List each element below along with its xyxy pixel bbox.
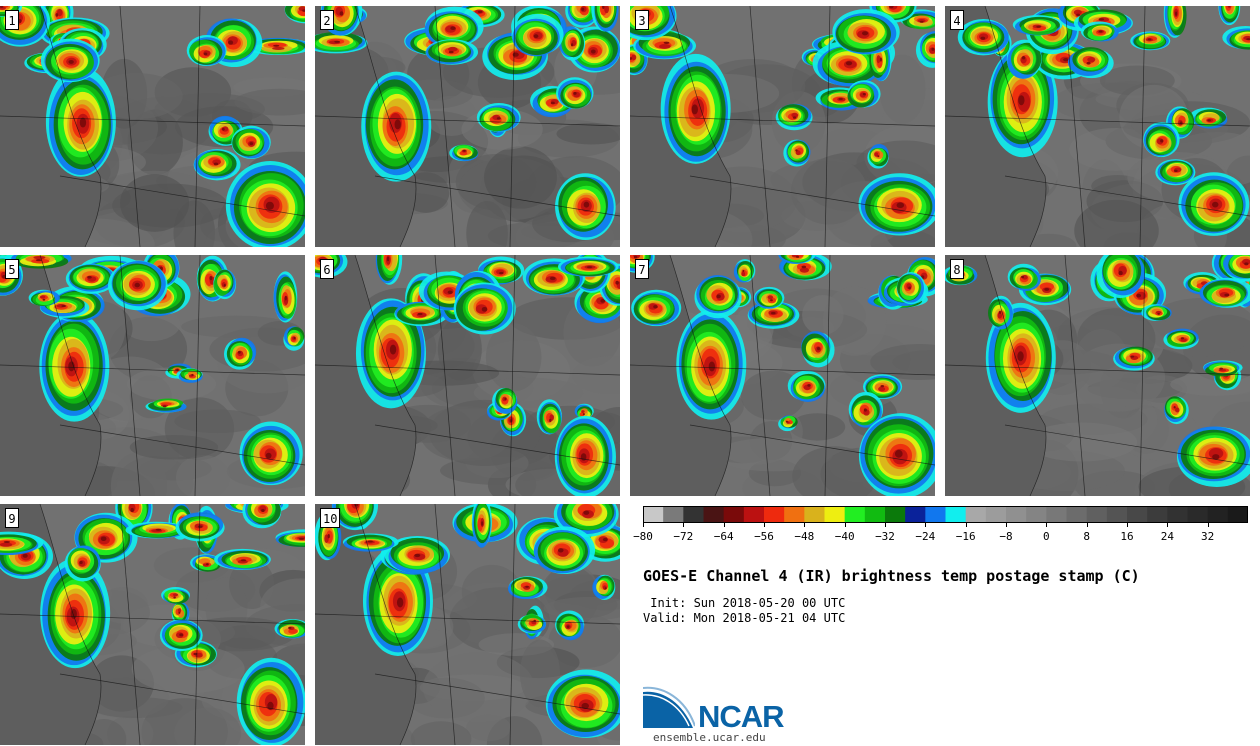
ir-satellite-map <box>0 255 305 496</box>
panel-label: 6 <box>320 259 334 279</box>
colorbar-segment <box>844 506 866 523</box>
colorbar-tick-label: 32 <box>1201 530 1215 543</box>
panel-label: 7 <box>635 259 649 279</box>
colorbar-segment <box>1167 506 1188 523</box>
colorbar-segment <box>1086 506 1108 523</box>
colorbar-segment <box>824 506 846 523</box>
colorbar-segment <box>663 506 684 523</box>
colorbar-segment <box>1026 506 1047 523</box>
ir-satellite-map <box>630 6 935 247</box>
colorbar-tick-label: −72 <box>673 530 694 543</box>
colorbar-segment <box>864 506 886 523</box>
colorbar-tick-mark <box>965 523 967 527</box>
colorbar-tick-label: 16 <box>1120 530 1134 543</box>
stamp-panel-8: 8 <box>945 255 1250 496</box>
ir-satellite-map <box>0 504 305 745</box>
colorbar-segment <box>885 506 906 523</box>
colorbar-segment <box>804 506 825 523</box>
colorbar-segment <box>1046 506 1067 523</box>
colorbar-segment <box>683 506 704 523</box>
colorbar-tick-label: 0 <box>1043 530 1050 543</box>
panel-label: 10 <box>320 508 341 528</box>
panel-label: 8 <box>950 259 964 279</box>
colorbar <box>643 506 1248 523</box>
colorbar-segment <box>925 506 946 523</box>
colorbar-tick-label: −16 <box>955 530 976 543</box>
colorbar-border <box>643 506 1248 523</box>
colorbar-tick-mark <box>1046 523 1048 527</box>
ir-satellite-map <box>315 6 620 247</box>
colorbar-segment <box>985 506 1007 523</box>
colorbar-tick-label: −8 <box>999 530 1013 543</box>
stamp-panel-10: 10 <box>315 504 620 745</box>
colorbar-ticks: −80 −72 −64 −56 −48 −40 −32 −24 −16 −8 0 8 16 24 32 <box>633 523 1248 545</box>
colorbar-tick-mark <box>764 523 765 527</box>
panel-label: 5 <box>5 259 19 279</box>
init-time: Init: Sun 2018-05-20 00 UTC <box>643 596 846 610</box>
colorbar-segment <box>703 506 725 523</box>
ncar-wordmark: NCAR <box>698 699 785 734</box>
ncar-logo-icon <box>643 686 695 728</box>
colorbar-tick-label: 24 <box>1160 530 1174 543</box>
panel-label: 9 <box>5 508 19 528</box>
colorbar-tick-mark <box>643 523 644 527</box>
colorbar-segment <box>784 506 805 523</box>
colorbar-tick-label: −64 <box>713 530 734 543</box>
colorbar-segment <box>1006 506 1027 523</box>
ir-satellite-map <box>630 255 935 496</box>
colorbar-tick-mark <box>1006 523 1007 527</box>
colorbar-segment <box>764 506 785 523</box>
site-url: ensemble.ucar.edu <box>653 731 766 744</box>
colorbar-tick-mark <box>1127 523 1128 527</box>
colorbar-segment <box>1227 506 1248 523</box>
stamp-panel-6: 6 <box>315 255 620 496</box>
colorbar-segment <box>1187 506 1209 523</box>
colorbar-segment <box>905 506 926 523</box>
colorbar-tick-label: −40 <box>834 530 855 543</box>
colorbar-tick-mark <box>804 523 806 527</box>
colorbar-tick-mark <box>925 523 927 527</box>
stamp-panel-5: 5 <box>0 255 305 496</box>
figure-title: GOES-E Channel 4 (IR) brightness temp po… <box>643 567 1140 585</box>
colorbar-tick-mark <box>1207 523 1209 527</box>
colorbar-tick-mark <box>723 523 725 527</box>
ir-satellite-map <box>945 6 1250 247</box>
colorbar-tick-mark <box>844 523 846 527</box>
stamp-panel-7: 7 <box>630 255 935 496</box>
panel-label: 3 <box>635 10 649 30</box>
ir-satellite-map <box>315 504 620 745</box>
stamp-panel-2: 2 <box>315 6 620 247</box>
stamp-panel-1: 1 <box>0 6 305 247</box>
panel-label: 2 <box>320 10 334 30</box>
valid-time: Valid: Mon 2018-05-21 04 UTC <box>643 611 846 625</box>
colorbar-tick-label: −56 <box>754 530 774 543</box>
colorbar-segment <box>1127 506 1148 523</box>
colorbar-segment <box>723 506 745 523</box>
stamp-panel-3: 3 <box>630 6 935 247</box>
colorbar-segment <box>1106 506 1128 523</box>
colorbar-tick-label: −24 <box>915 530 936 543</box>
colorbar-segment <box>945 506 967 523</box>
colorbar-tick-mark <box>885 523 886 527</box>
colorbar-tick-label: −80 <box>633 530 653 543</box>
colorbar-segment <box>643 506 664 523</box>
colorbar-segment <box>1207 506 1229 523</box>
colorbar-tick-label: −48 <box>794 530 815 543</box>
colorbar-tick-mark <box>683 523 685 527</box>
colorbar-tick-label: 8 <box>1083 530 1090 543</box>
stamp-panel-9: 9 <box>0 504 305 745</box>
ir-satellite-map <box>0 6 305 247</box>
colorbar-tick-label: −32 <box>875 530 895 543</box>
ir-satellite-map <box>945 255 1250 496</box>
panel-label: 4 <box>950 10 964 30</box>
colorbar-segment <box>1147 506 1168 523</box>
colorbar-tick-mark <box>1167 523 1169 527</box>
colorbar-segment <box>1066 506 1088 523</box>
ir-satellite-map <box>315 255 620 496</box>
stamp-panel-4: 4 <box>945 6 1250 247</box>
colorbar-segment <box>965 506 987 523</box>
colorbar-segment <box>743 506 765 523</box>
colorbar-tick-mark <box>1086 523 1088 527</box>
panel-label: 1 <box>5 10 19 30</box>
